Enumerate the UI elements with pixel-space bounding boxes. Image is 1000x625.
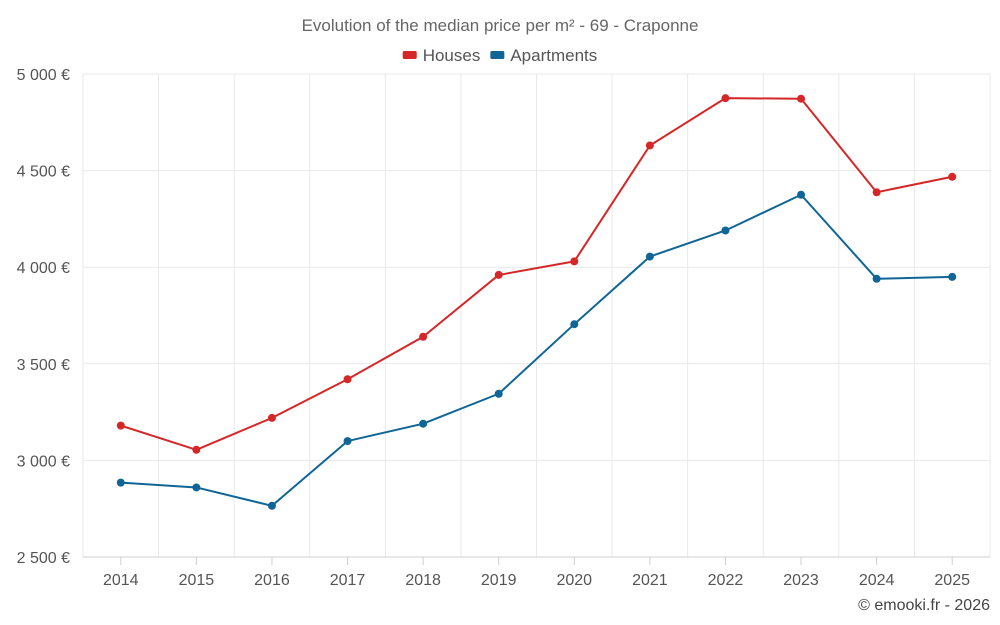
data-point-apartments[interactable] — [192, 483, 201, 492]
data-point-houses[interactable] — [494, 270, 503, 279]
x-tick-label: 2022 — [708, 572, 744, 589]
data-point-houses[interactable] — [797, 94, 806, 103]
legend-item-houses[interactable]: Houses — [402, 46, 481, 65]
legend-label-apartments: Apartments — [510, 46, 597, 65]
x-tick-label: 2023 — [783, 572, 819, 589]
series-layer — [116, 94, 957, 510]
x-tick-label: 2016 — [254, 572, 290, 589]
data-point-apartments[interactable] — [797, 190, 806, 199]
y-tick-label: 5 000 € — [17, 67, 70, 84]
data-point-apartments[interactable] — [494, 389, 503, 398]
x-tick-label: 2017 — [330, 572, 366, 589]
data-point-houses[interactable] — [419, 332, 428, 341]
y-axis: 2 500 € 3 000 € 3 500 € 4 000 € 4 500 € 5 000… — [17, 67, 70, 567]
data-point-apartments[interactable] — [343, 437, 352, 446]
y-tick-label: 2 500 € — [17, 550, 70, 567]
data-point-houses[interactable] — [721, 94, 730, 103]
data-point-houses[interactable] — [267, 413, 276, 422]
data-point-apartments[interactable] — [872, 274, 881, 283]
data-point-houses[interactable] — [116, 421, 125, 430]
y-tick-label: 3 000 € — [17, 453, 70, 470]
y-tick-label: 3 500 € — [17, 357, 70, 374]
data-point-apartments[interactable] — [948, 272, 957, 281]
data-point-houses[interactable] — [948, 172, 957, 181]
x-tick-label: 2020 — [556, 572, 592, 589]
series-line-apartments — [120, 193, 953, 507]
data-point-houses[interactable] — [570, 257, 579, 266]
credit-text: © emooki.fr - 2026 — [858, 597, 990, 614]
legend-swatch-apartments — [490, 51, 505, 59]
y-tick-label: 4 500 € — [17, 164, 70, 181]
data-point-houses[interactable] — [872, 188, 881, 197]
data-point-apartments[interactable] — [116, 478, 125, 487]
data-point-apartments[interactable] — [267, 501, 276, 510]
legend-item-apartments[interactable]: Apartments — [490, 46, 597, 65]
legend: Houses Apartments — [402, 46, 597, 65]
data-point-apartments[interactable] — [419, 419, 428, 428]
x-tick-label: 2014 — [103, 572, 139, 589]
grid — [82, 73, 991, 557]
x-tick-label: 2025 — [934, 572, 970, 589]
y-tick-label: 4 000 € — [17, 260, 70, 277]
legend-label-houses: Houses — [423, 46, 481, 65]
data-point-apartments[interactable] — [645, 252, 654, 261]
x-tick-label: 2024 — [859, 572, 895, 589]
series-line-houses — [120, 97, 953, 451]
data-point-houses[interactable] — [343, 375, 352, 384]
data-point-apartments[interactable] — [721, 226, 730, 235]
legend-swatch-houses — [402, 51, 417, 59]
data-point-houses[interactable] — [192, 445, 201, 454]
data-point-houses[interactable] — [645, 141, 654, 150]
series-apartments — [116, 190, 957, 510]
x-tick-label: 2019 — [481, 572, 517, 589]
x-axis: 2014 2015 2016 2017 2018 2019 2020 2021 2022 2023… — [83, 556, 990, 589]
x-tick-label: 2015 — [179, 572, 215, 589]
x-tick-label: 2021 — [632, 572, 668, 589]
x-tick-label: 2018 — [405, 572, 441, 589]
data-point-apartments[interactable] — [570, 320, 579, 329]
series-houses — [116, 94, 957, 454]
chart-title: Evolution of the median price per m² - 6… — [302, 16, 699, 35]
